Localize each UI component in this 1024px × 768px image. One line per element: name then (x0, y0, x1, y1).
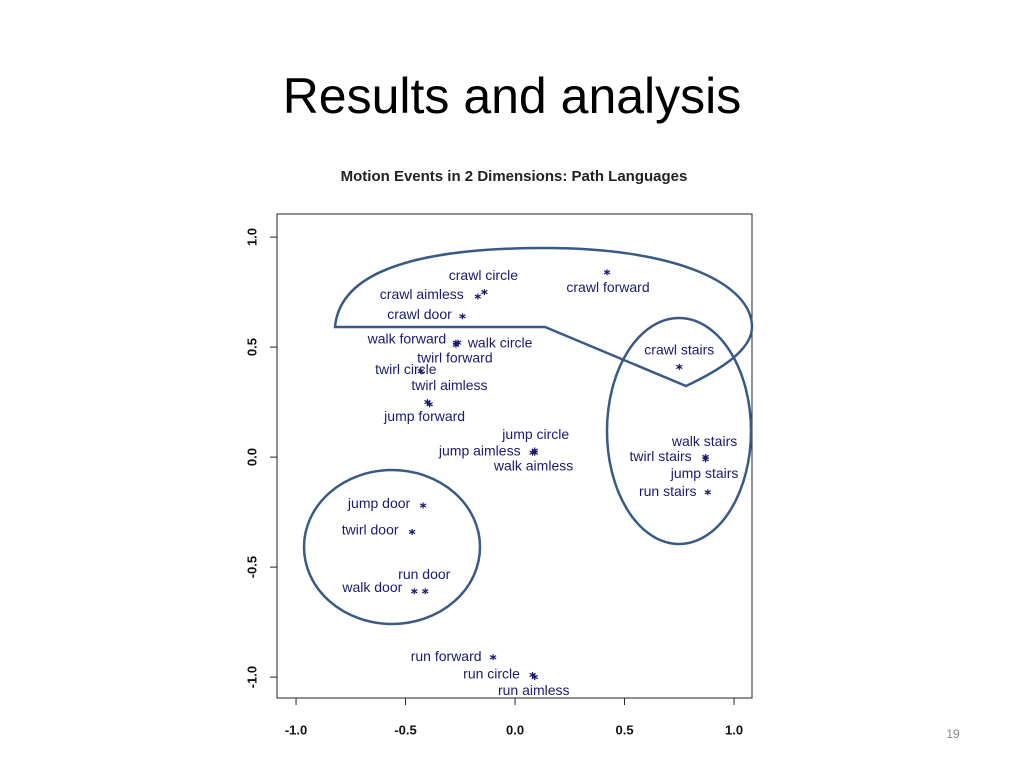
point-stroke (704, 490, 712, 495)
point (489, 654, 497, 661)
point-label: walk circle (467, 334, 533, 350)
point (411, 588, 418, 595)
point-stroke (531, 674, 539, 680)
point-label: twirl door (342, 522, 399, 538)
annotation-shapes (302, 246, 754, 626)
point-stroke (474, 294, 482, 299)
point (421, 588, 429, 595)
point (459, 313, 466, 320)
point-stroke (603, 270, 611, 275)
y-tick-label: -0.5 (244, 556, 259, 578)
point-stroke (529, 450, 536, 455)
point-stroke (426, 402, 433, 407)
point (474, 293, 482, 300)
point-label: walk door (341, 579, 402, 595)
x-tick-label: 0.0 (506, 722, 524, 737)
point (452, 341, 460, 348)
point-label: walk aimless (493, 457, 573, 473)
point (529, 449, 536, 456)
point-stroke (702, 457, 709, 462)
point-label: twirl stairs (629, 448, 691, 464)
x-tick-label: -1.0 (285, 722, 307, 737)
point (531, 674, 539, 681)
point-label: jump forward (383, 408, 465, 424)
point-label: crawl forward (566, 279, 649, 295)
crawl-group-outline (333, 246, 754, 388)
point (408, 528, 416, 535)
point-stroke (452, 342, 460, 348)
point-label: twirl aimless (411, 377, 487, 393)
point (603, 269, 611, 276)
point-stroke (408, 529, 416, 535)
stairs-group-outline (605, 316, 753, 546)
point-label: run circle (463, 666, 520, 682)
point-stroke (489, 655, 497, 660)
point-label: run forward (411, 648, 482, 664)
point (417, 368, 425, 375)
point-label: jump stairs (670, 465, 739, 481)
y-tick-label: -1.0 (244, 666, 259, 688)
point-label: jump circle (501, 426, 569, 442)
point-label: crawl aimless (380, 286, 464, 302)
point (419, 502, 427, 509)
point-stroke (459, 314, 466, 319)
point-stroke (421, 589, 429, 594)
point-label: crawl circle (449, 267, 518, 283)
point (481, 289, 488, 296)
x-tick-label: 0.5 (616, 722, 634, 737)
point-label: walk stairs (671, 433, 737, 449)
point-label: walk forward (367, 330, 447, 346)
page-number: 19 (946, 727, 960, 741)
point-label: jump door (347, 495, 411, 511)
point (676, 363, 683, 370)
door-group-outline (302, 468, 482, 626)
point-label: jump aimless (438, 442, 521, 458)
point-label: twirl forward (417, 350, 492, 366)
point (702, 456, 709, 463)
point-label: run stairs (639, 483, 697, 499)
y-tick-label: 0.5 (244, 338, 259, 356)
point-label: crawl stairs (644, 342, 714, 358)
point-stroke (529, 672, 536, 678)
chart-title: Motion Events in 2 Dimensions: Path Lang… (341, 168, 688, 185)
point-stroke (424, 399, 431, 405)
point-stroke (411, 589, 418, 594)
point-label: crawl door (387, 306, 452, 322)
y-tick-label: 1.0 (244, 228, 259, 246)
x-tick-label: -0.5 (394, 722, 416, 737)
plot-frame (276, 213, 753, 699)
point-label: run door (398, 566, 450, 582)
point-label: run aimless (498, 682, 570, 698)
point (426, 401, 433, 408)
point-stroke (481, 289, 488, 295)
x-tick-label: 1.0 (725, 722, 743, 737)
point-stroke (417, 369, 425, 374)
slide-title: Results and analysis (283, 68, 742, 124)
point-stroke (676, 364, 683, 370)
point (704, 489, 712, 496)
point-label: twirl circle (375, 361, 437, 377)
y-tick-label: 0.0 (244, 448, 259, 466)
point-stroke (419, 503, 427, 508)
